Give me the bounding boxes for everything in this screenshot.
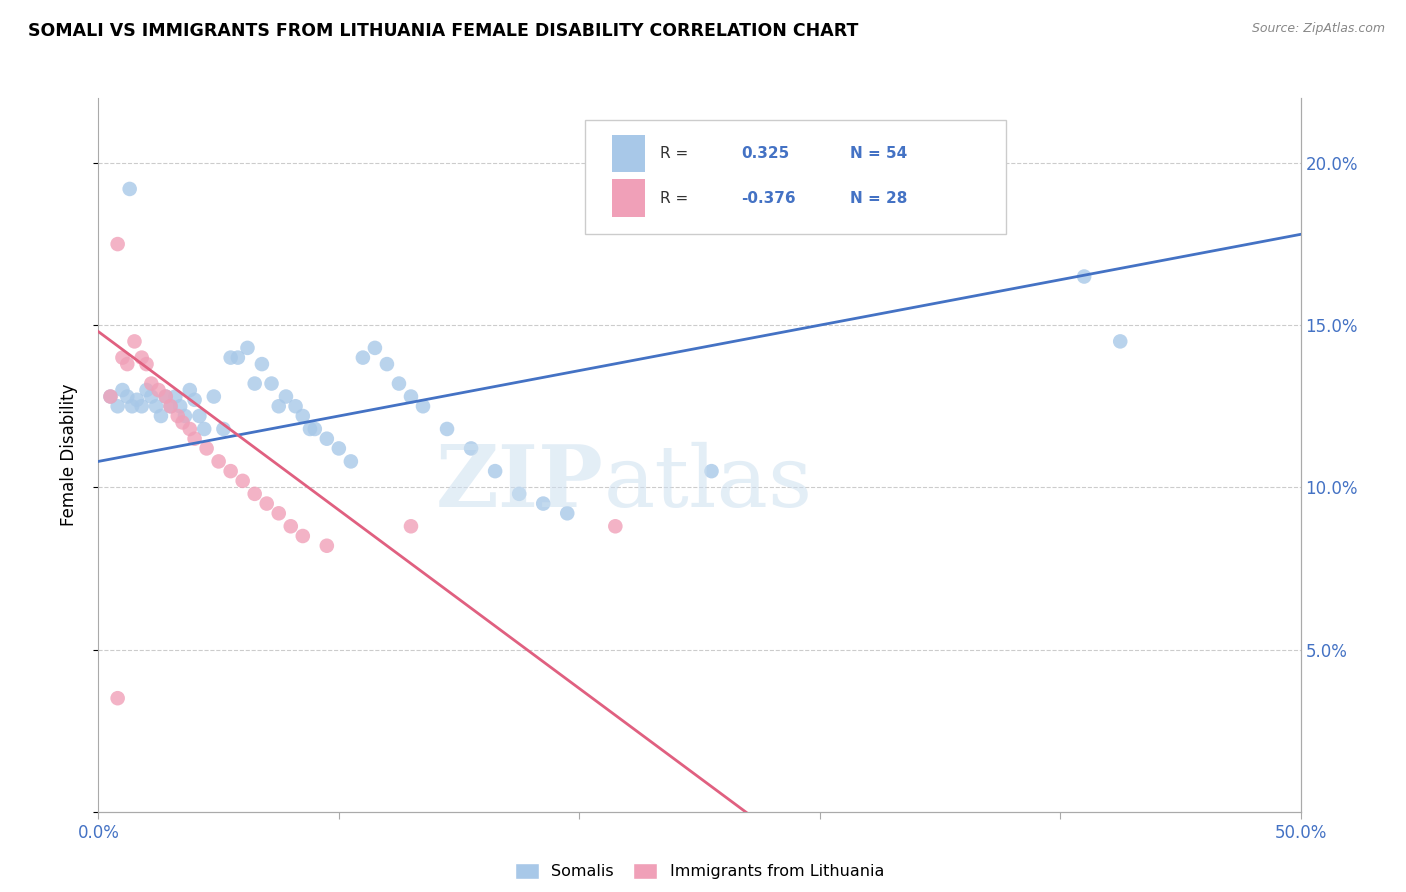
Text: Source: ZipAtlas.com: Source: ZipAtlas.com xyxy=(1251,22,1385,36)
Text: R =: R = xyxy=(659,191,693,205)
Point xyxy=(118,182,141,196)
Point xyxy=(340,454,363,468)
Point xyxy=(121,399,143,413)
Point xyxy=(352,351,374,365)
Point xyxy=(531,497,554,511)
Point xyxy=(1073,269,1095,284)
Point xyxy=(188,409,211,423)
Point xyxy=(135,383,157,397)
Point xyxy=(169,399,191,413)
Point xyxy=(315,539,337,553)
Point xyxy=(166,409,188,423)
Bar xyxy=(612,136,645,172)
Point xyxy=(412,399,434,413)
Point xyxy=(243,376,266,391)
Point xyxy=(111,351,134,365)
Y-axis label: Female Disability: Female Disability xyxy=(59,384,77,526)
Point xyxy=(179,422,201,436)
Point xyxy=(183,432,205,446)
Point xyxy=(274,390,297,404)
Point xyxy=(155,390,177,404)
Point xyxy=(135,357,157,371)
Point xyxy=(131,399,153,413)
Point xyxy=(388,376,411,391)
Point xyxy=(219,351,242,365)
Point xyxy=(208,454,231,468)
Point xyxy=(399,390,422,404)
Point xyxy=(291,409,314,423)
Point xyxy=(243,487,266,501)
Point xyxy=(260,376,283,391)
Point xyxy=(193,422,215,436)
Point xyxy=(165,390,187,404)
Point xyxy=(315,432,337,446)
Point xyxy=(159,399,181,413)
Point xyxy=(291,529,314,543)
Point xyxy=(256,497,278,511)
Point xyxy=(141,376,163,391)
Point xyxy=(436,422,458,436)
Point xyxy=(172,416,194,430)
Point xyxy=(174,409,197,423)
Text: 0.325: 0.325 xyxy=(741,146,790,161)
Point xyxy=(236,341,259,355)
Point xyxy=(117,390,139,404)
Bar xyxy=(612,179,645,217)
Point xyxy=(284,399,307,413)
Point xyxy=(145,399,167,413)
Point xyxy=(605,519,627,533)
Point xyxy=(328,442,350,456)
Text: N = 54: N = 54 xyxy=(849,146,907,161)
Point xyxy=(226,351,249,365)
Text: N = 28: N = 28 xyxy=(849,191,907,205)
Point xyxy=(179,383,201,397)
Point xyxy=(280,519,302,533)
Point xyxy=(304,422,326,436)
Point xyxy=(700,464,723,478)
Point xyxy=(508,487,530,501)
Point xyxy=(267,399,290,413)
Text: atlas: atlas xyxy=(603,442,813,525)
Point xyxy=(195,442,218,456)
Point xyxy=(131,351,153,365)
Point xyxy=(111,383,134,397)
Text: SOMALI VS IMMIGRANTS FROM LITHUANIA FEMALE DISABILITY CORRELATION CHART: SOMALI VS IMMIGRANTS FROM LITHUANIA FEMA… xyxy=(28,22,859,40)
Point xyxy=(364,341,387,355)
Point xyxy=(298,422,321,436)
Text: ZIP: ZIP xyxy=(436,442,603,525)
Point xyxy=(148,383,170,397)
Text: -0.376: -0.376 xyxy=(741,191,796,205)
Point xyxy=(183,392,205,407)
Point xyxy=(117,357,139,371)
Point xyxy=(375,357,398,371)
FancyBboxPatch shape xyxy=(585,120,1007,234)
Point xyxy=(107,237,129,252)
Point xyxy=(159,399,181,413)
Point xyxy=(107,691,129,706)
Point xyxy=(555,506,578,520)
Point xyxy=(202,390,225,404)
Point xyxy=(100,390,122,404)
Point xyxy=(149,409,172,423)
Point xyxy=(219,464,242,478)
Point xyxy=(212,422,235,436)
Point xyxy=(1109,334,1132,349)
Legend: Somalis, Immigrants from Lithuania: Somalis, Immigrants from Lithuania xyxy=(509,856,890,886)
Text: R =: R = xyxy=(659,146,693,161)
Point xyxy=(460,442,482,456)
Point xyxy=(232,474,254,488)
Point xyxy=(250,357,273,371)
Point xyxy=(124,334,146,349)
Point xyxy=(100,390,122,404)
Point xyxy=(107,399,129,413)
Point xyxy=(125,392,148,407)
Point xyxy=(155,390,177,404)
Point xyxy=(399,519,422,533)
Point xyxy=(141,390,163,404)
Point xyxy=(484,464,506,478)
Point xyxy=(267,506,290,520)
